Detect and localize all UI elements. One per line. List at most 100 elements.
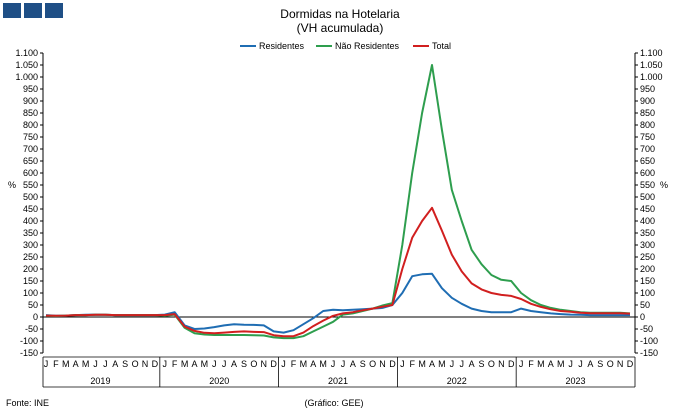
x-tick-label-month: F <box>53 359 59 369</box>
y-tick-label-right: 600 <box>640 168 655 178</box>
x-tick-label-month: S <box>241 359 247 369</box>
y-tick-label-left: 150 <box>23 276 38 286</box>
logo-block-1 <box>3 3 21 18</box>
x-tick-label-year: 2021 <box>328 376 348 386</box>
y-tick-label-left: -50 <box>25 324 38 334</box>
chart-subtitle: (VH acumulada) <box>297 21 384 35</box>
y-tick-label-left: -150 <box>20 348 38 358</box>
x-tick-label-month: F <box>172 359 178 369</box>
y-tick-label-right: 250 <box>640 252 655 262</box>
x-tick-label-month: J <box>400 359 405 369</box>
brand-logo <box>3 3 63 18</box>
x-tick-label-month: J <box>222 359 227 369</box>
x-tick-label-month: O <box>607 359 614 369</box>
x-tick-label-year: 2023 <box>566 376 586 386</box>
series-line-residentes <box>45 272 630 334</box>
y-tick-label-right: 1.000 <box>640 72 663 82</box>
x-tick-label-month: J <box>450 359 455 369</box>
y-tick-label-right: 200 <box>640 264 655 274</box>
y-tick-label-left: 0 <box>33 312 38 322</box>
x-tick-label-year: 2022 <box>447 376 467 386</box>
x-tick-label-month: J <box>341 359 346 369</box>
x-tick-label-month: J <box>459 359 464 369</box>
x-tick-label-month: N <box>379 359 386 369</box>
chart-title: Dormidas na Hotelaria <box>280 7 400 21</box>
x-tick-label-month: M <box>62 359 70 369</box>
x-tick-label-month: M <box>181 359 189 369</box>
y-axis-right: -150 -100 -50 0 50 100 150 200 250 300 350 400 450 50… <box>634 48 663 358</box>
x-tick-label-month: D <box>389 359 396 369</box>
x-tick-label-month: J <box>578 359 583 369</box>
y-tick-label-left: 700 <box>23 144 38 154</box>
y-tick-label-right: 550 <box>640 180 655 190</box>
x-tick-label-month: S <box>122 359 128 369</box>
legend-label: Residentes <box>259 41 305 51</box>
y-tick-label-right: 1.100 <box>640 48 663 58</box>
x-tick-label-month: O <box>250 359 257 369</box>
x-tick-label-month: M <box>438 359 446 369</box>
y-tick-label-left: 250 <box>23 252 38 262</box>
y-tick-label-right: 400 <box>640 216 655 226</box>
x-tick-label-month: D <box>627 359 634 369</box>
x-tick-label-month: D <box>508 359 515 369</box>
x-tick-label-month: A <box>587 359 593 369</box>
x-tick-label-month: J <box>44 359 49 369</box>
x-tick-label-month: F <box>409 359 415 369</box>
y-axis-left: -150 -100 -50 0 50 100 150 200 250 300 350 400 450 50… <box>15 48 44 358</box>
y-tick-label-left: 450 <box>23 204 38 214</box>
y-tick-label-right: 750 <box>640 132 655 142</box>
x-tick-label-month: J <box>281 359 286 369</box>
y-tick-label-left: 200 <box>23 264 38 274</box>
x-tick-label-month: M <box>537 359 545 369</box>
y-tick-label-right: 450 <box>640 204 655 214</box>
y-tick-label-right: 500 <box>640 192 655 202</box>
y-tick-label-right: -50 <box>640 324 653 334</box>
x-tick-label-month: A <box>231 359 237 369</box>
y-tick-label-right: 850 <box>640 108 655 118</box>
series-lines <box>45 64 631 340</box>
x-tick-label-month: F <box>528 359 534 369</box>
y-tick-label-left: 1.100 <box>15 48 38 58</box>
x-tick-label-month: M <box>300 359 308 369</box>
x-tick-label-month: S <box>597 359 603 369</box>
logo-block-3 <box>45 3 63 18</box>
y-tick-label-right: 350 <box>640 228 655 238</box>
x-tick-label-month: J <box>212 359 217 369</box>
y-tick-label-left: 750 <box>23 132 38 142</box>
x-tick-label-month: A <box>469 359 475 369</box>
y-tick-label-right: 300 <box>640 240 655 250</box>
y-tick-label-left: 300 <box>23 240 38 250</box>
y-tick-label-left: 800 <box>23 120 38 130</box>
y-tick-label-left: 650 <box>23 156 38 166</box>
x-tick-label-month: M <box>319 359 327 369</box>
x-tick-label-month: J <box>519 359 524 369</box>
logo-block-2 <box>24 3 42 18</box>
y-tick-label-right: 700 <box>640 144 655 154</box>
y-axis-label-right: % <box>660 180 668 190</box>
y-tick-label-right: 800 <box>640 120 655 130</box>
x-tick-label-month: N <box>261 359 268 369</box>
x-tick-label-month: O <box>488 359 495 369</box>
y-tick-label-left: 350 <box>23 228 38 238</box>
x-tick-label-month: J <box>163 359 168 369</box>
x-tick-label-month: J <box>103 359 108 369</box>
legend-label: Não Residentes <box>335 41 400 51</box>
x-tick-label-month: M <box>557 359 565 369</box>
series-line-total <box>45 206 631 338</box>
y-tick-label-left: 1.050 <box>15 60 38 70</box>
y-tick-label-left: 550 <box>23 180 38 190</box>
x-tick-label-month: O <box>369 359 376 369</box>
y-tick-label-right: 950 <box>640 84 655 94</box>
x-tick-label-month: N <box>498 359 505 369</box>
y-tick-label-right: -150 <box>640 348 658 358</box>
y-tick-label-right: 1.050 <box>640 60 663 70</box>
x-tick-label-month: S <box>479 359 485 369</box>
y-tick-label-left: 100 <box>23 288 38 298</box>
x-tick-label-month: S <box>360 359 366 369</box>
x-tick-label-month: D <box>270 359 277 369</box>
y-tick-label-left: 950 <box>23 84 38 94</box>
x-tick-label-month: A <box>310 359 316 369</box>
x-tick-label-month: A <box>350 359 356 369</box>
